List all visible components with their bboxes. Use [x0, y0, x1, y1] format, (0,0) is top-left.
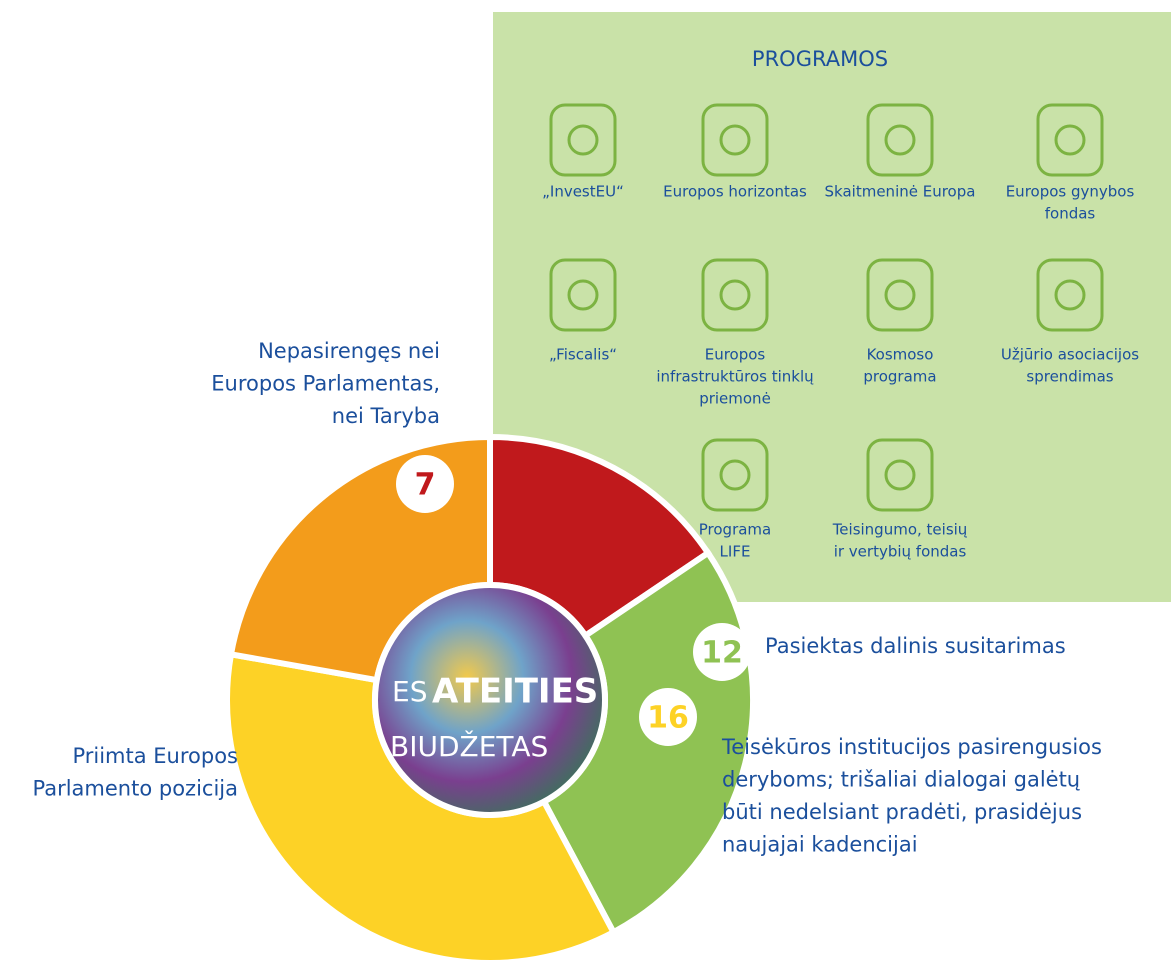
program-label: ir vertybių fondas — [834, 543, 967, 561]
program-icon-detail — [1054, 279, 1086, 311]
value-badge — [396, 455, 454, 513]
program-label: sprendimas — [1026, 368, 1113, 386]
program-icon-detail — [884, 459, 916, 491]
program-label: Užjūrio asociacijos — [1001, 346, 1139, 364]
program-icon — [866, 258, 934, 332]
program-icon — [549, 103, 617, 177]
program-label: „InvestEU“ — [542, 183, 624, 201]
value-badge — [693, 623, 751, 681]
program-label: Teisingumo, teisių — [832, 521, 968, 539]
program-label: priemonė — [699, 390, 771, 408]
program-icon-detail — [719, 459, 751, 491]
center-text: ATEITIES — [432, 672, 598, 712]
program-label: fondas — [1045, 205, 1096, 223]
program-icon — [701, 258, 769, 332]
program-icon-detail — [884, 279, 916, 311]
program-label: Europos horizontas — [663, 183, 807, 201]
program-label: Skaitmeninė Europa — [825, 183, 976, 201]
program-icon-detail — [719, 124, 751, 156]
program-label: LIFE — [720, 543, 751, 561]
program-icon-detail — [719, 279, 751, 311]
segment-label: Europos Parlamentas, — [211, 372, 440, 396]
program-icon-detail — [567, 279, 599, 311]
program-icon — [866, 438, 934, 512]
program-icon — [1036, 103, 1104, 177]
program-label: Kosmoso — [867, 346, 934, 364]
program-label: Programa — [699, 521, 771, 539]
segment-label: Teisėkūros institucijos pasirengusios — [721, 735, 1102, 759]
program-icon — [866, 103, 934, 177]
segment-label: Pasiektas dalinis susitarimas — [765, 634, 1066, 658]
program-label: „Fiscalis“ — [549, 346, 617, 364]
program-label: infrastruktūros tinklų — [656, 368, 814, 386]
center-text: ES — [392, 675, 427, 708]
program-icon — [549, 258, 617, 332]
center-image — [372, 582, 608, 818]
value-label: 12 — [701, 636, 743, 671]
programs-title: PROGRAMOS — [752, 47, 888, 71]
segment-label: būti nedelsiant pradėti, prasidėjus — [722, 800, 1082, 824]
program-icon — [701, 103, 769, 177]
program-icon — [701, 438, 769, 512]
segment-label: naujajai kadencijai — [722, 833, 918, 857]
center-text: BIUDŽETAS — [390, 729, 548, 763]
value-label: 7 — [415, 468, 436, 503]
program-icon-detail — [567, 124, 599, 156]
value-badge — [639, 688, 697, 746]
program-label: Europos gynybos — [1006, 183, 1135, 201]
program-label: programa — [863, 368, 936, 386]
value-label: 16 — [647, 701, 689, 736]
program-icon-detail — [1054, 124, 1086, 156]
segment-label: Priimta Europos — [72, 744, 238, 768]
segment-label: Nepasirengęs nei — [258, 339, 440, 363]
program-icon-detail — [884, 124, 916, 156]
segment-label: nei Taryba — [332, 404, 440, 428]
program-icon — [1036, 258, 1104, 332]
segment-label: Parlamento pozicija — [33, 777, 239, 801]
program-label: Europos — [705, 346, 766, 364]
programs-grid: „InvestEU“ Europos horizontas Skaitmeninė … — [542, 103, 1139, 561]
segment-label: deryboms; trišaliai dialogai galėtų — [722, 768, 1080, 792]
